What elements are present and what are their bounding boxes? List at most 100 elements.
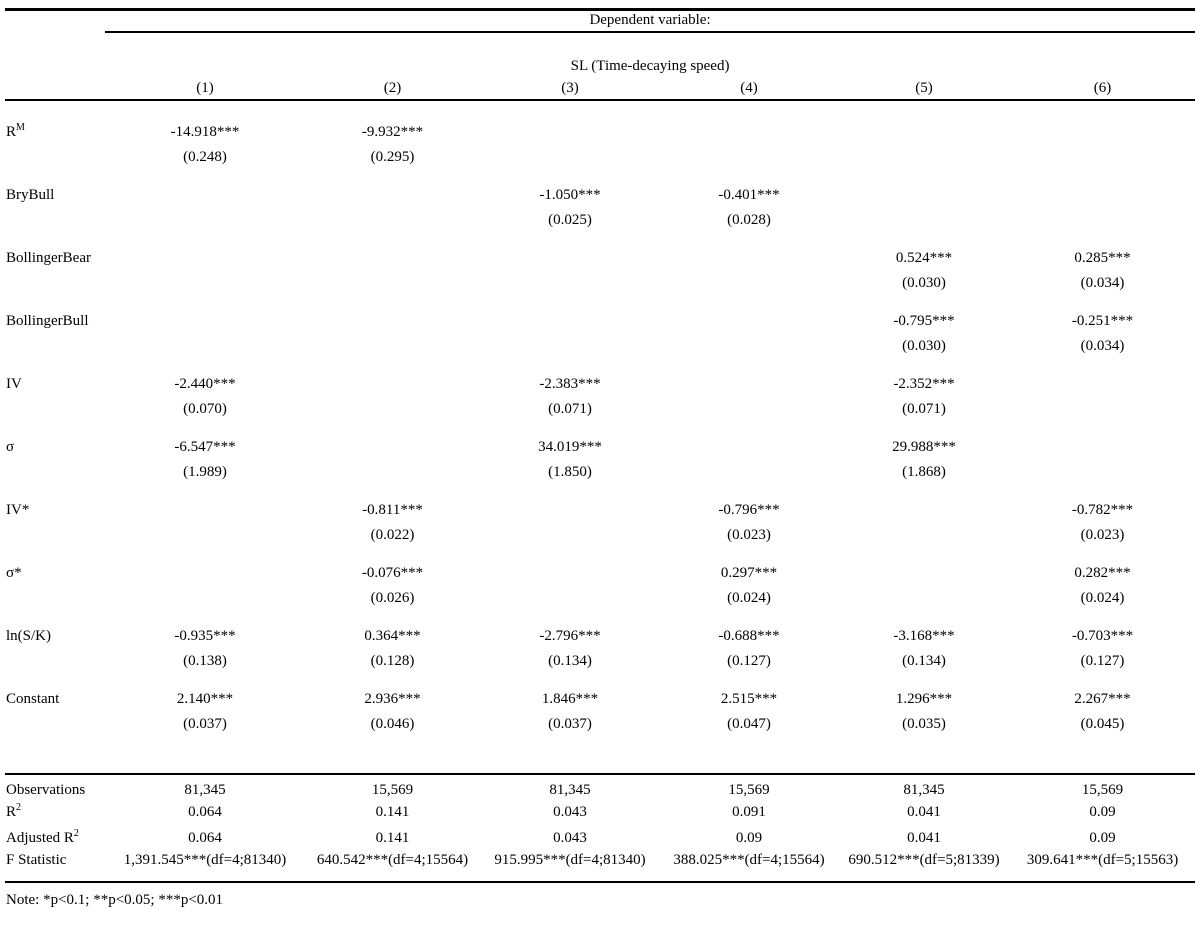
summary-value: 0.041 <box>907 830 941 846</box>
variable-label-rm: RM <box>6 121 25 140</box>
header-gap-row <box>5 32 1195 56</box>
se-cell <box>1010 460 1195 485</box>
dependent-variable-name-row: SL (Time-decaying speed) <box>5 56 1195 78</box>
coef-cell: -0.811*** <box>362 501 423 518</box>
se-cell: (0.022) <box>370 526 415 543</box>
se-cell <box>305 334 480 359</box>
significance-note: Note: *p<0.1; **p<0.05; ***p<0.01 <box>6 891 224 908</box>
se-cell <box>838 145 1010 170</box>
se-cell <box>1010 208 1195 233</box>
se-cell: (0.023) <box>727 526 771 543</box>
se-cell <box>1010 397 1195 422</box>
variable-label-constant: Constant <box>6 690 60 707</box>
spacer-cell <box>5 649 105 674</box>
summary-value: 0.141 <box>375 830 410 846</box>
spacer-cell <box>5 271 105 296</box>
se-cell: (0.024) <box>1080 589 1125 606</box>
column-number-6: (6) <box>1010 77 1196 101</box>
spacer-row <box>5 296 1195 309</box>
label-superscript: 2 <box>16 802 22 813</box>
spacer-row <box>5 170 1195 183</box>
summary-value: 0.141 <box>375 804 410 820</box>
se-cell <box>838 586 1010 611</box>
se-cell <box>480 523 660 548</box>
spacer-cell <box>5 145 105 170</box>
spacer-row <box>5 548 1195 561</box>
coef-cell: 0.297*** <box>720 564 778 581</box>
dependent-variable-header: Dependent variable: <box>105 9 1196 33</box>
coef-cell <box>305 372 480 397</box>
se-cell <box>305 397 480 422</box>
se-cell: (0.026) <box>370 589 415 606</box>
spacer-row <box>5 359 1195 372</box>
spacer-cell <box>5 737 1195 750</box>
coef-cell <box>660 372 838 397</box>
summary-value: 690.512***(df=5;81339) <box>848 851 1000 868</box>
se-cell: (0.037) <box>548 715 592 732</box>
se-cell: (0.024) <box>727 589 771 606</box>
spacer-cell <box>5 170 1195 183</box>
se-cell: (0.071) <box>902 400 946 417</box>
coef-cell <box>105 561 305 586</box>
coef-cell <box>105 183 305 208</box>
spacer-row <box>5 750 1195 774</box>
spacer-cell <box>5 359 1195 372</box>
summary-label-observations: Observations <box>5 772 105 800</box>
spacer-cell <box>5 77 105 101</box>
coef-cell <box>1010 120 1195 145</box>
summary-label-f-statistic: F Statistic <box>6 851 67 868</box>
spacer-cell <box>5 460 105 485</box>
se-cell: (0.030) <box>902 274 946 291</box>
se-cell <box>480 586 660 611</box>
regression-table: Dependent variable: SL (Time-decaying sp… <box>5 8 1196 883</box>
spacer-cell <box>5 674 1195 687</box>
spacer-row <box>5 674 1195 687</box>
spacer-cell <box>5 10 105 32</box>
coef-cell: 2.515*** <box>720 690 778 707</box>
se-cell <box>105 586 305 611</box>
summary-value: 309.641***(df=5;15563) <box>1026 851 1179 868</box>
coef-row-bollingerbull: BollingerBull -0.795*** -0.251*** <box>5 309 1195 334</box>
variable-label-sigma: σ <box>6 438 15 455</box>
coefficients-body: RM -14.918*** -9.932*** (0.248) (0.295) BryBu… <box>5 100 1195 774</box>
se-cell: (0.035) <box>902 715 946 732</box>
se-row-sigma-star: (0.026) (0.024) (0.024) <box>5 586 1195 611</box>
summary-value: 0.064 <box>188 804 222 820</box>
summary-row-r2: R2 0.064 0.141 0.043 0.091 0.041 0.09 <box>5 800 1195 826</box>
se-cell <box>660 145 838 170</box>
coef-cell <box>480 498 660 523</box>
spacer-cell <box>5 296 1195 309</box>
coef-cell <box>105 309 305 334</box>
coef-cell: -2.383*** <box>539 375 601 392</box>
coef-cell: -0.251*** <box>1071 312 1134 329</box>
summary-value: 81,345 <box>480 772 660 800</box>
coef-row-brybull: BryBull -1.050*** -0.401*** <box>5 183 1195 208</box>
se-cell: (0.070) <box>183 400 227 417</box>
spacer-row <box>5 611 1195 624</box>
se-cell: (0.046) <box>370 715 415 732</box>
summary-value: 0.09 <box>735 830 763 846</box>
se-row-bollingerbull: (0.030) (0.034) <box>5 334 1195 359</box>
column-numbers-row: (1) (2) (3) (4) (5) (6) <box>5 77 1196 101</box>
coef-cell: 1.846*** <box>541 690 599 707</box>
se-cell: (0.127) <box>1080 652 1125 669</box>
se-cell: (0.134) <box>548 652 592 669</box>
se-row-iv: (0.070) (0.071) (0.071) <box>5 397 1195 422</box>
coef-row-iv: IV -2.440*** -2.383*** -2.352*** <box>5 372 1195 397</box>
se-row-iv-star: (0.022) (0.023) (0.023) <box>5 523 1195 548</box>
spacer-cell <box>5 712 105 737</box>
coef-cell: -0.782*** <box>1071 501 1134 518</box>
summary-value: 15,569 <box>1010 772 1196 800</box>
coef-cell: 0.285*** <box>1074 249 1131 266</box>
coef-cell <box>660 309 838 334</box>
variable-label-ln-s-k: ln(S/K) <box>6 627 51 644</box>
se-cell: (0.071) <box>548 400 592 417</box>
se-cell <box>660 460 838 485</box>
dependent-variable-name: SL (Time-decaying speed) <box>570 58 730 74</box>
summary-row-f-statistic: F Statistic 1,391.545***(df=4;81340) 640.5… <box>5 852 1195 882</box>
coef-cell: 0.524*** <box>895 249 953 266</box>
summary-label-r2: R2 <box>6 802 22 821</box>
se-cell <box>305 460 480 485</box>
se-cell: (0.127) <box>727 652 771 669</box>
se-cell: (0.045) <box>1080 715 1125 732</box>
